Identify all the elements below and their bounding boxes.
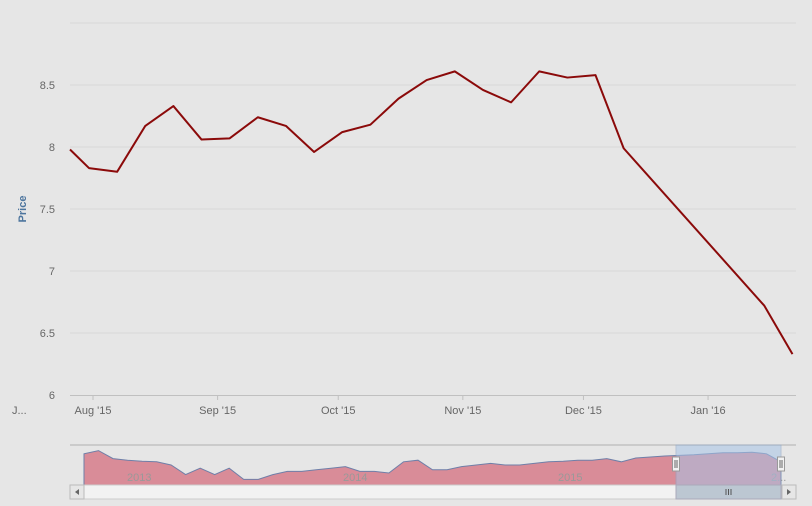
navigator-handle[interactable] xyxy=(777,456,785,472)
grip-icon xyxy=(725,489,732,495)
x-tick-label: Dec '15 xyxy=(565,405,602,417)
price-series xyxy=(69,70,794,355)
y-axis: 6 6.5 7 7.5 8 8.5 xyxy=(40,80,55,402)
scrollbar[interactable] xyxy=(69,484,797,500)
y-tick-label: 8.5 xyxy=(40,80,55,92)
arrow-left-icon xyxy=(75,489,79,495)
navigator-year-label: 2013 xyxy=(127,472,151,484)
y-axis-title: Price xyxy=(17,196,29,223)
grid-lines xyxy=(70,22,796,334)
x-overflow-label: J... xyxy=(12,405,27,417)
navigator-selection[interactable] xyxy=(675,444,782,486)
x-tick-label: Sep '15 xyxy=(199,405,236,417)
x-axis: Aug '15 Sep '15 Oct '15 Nov '15 Dec '15 Jan '… xyxy=(70,395,796,417)
x-tick-label: Aug '15 xyxy=(75,405,112,417)
price-line xyxy=(69,70,794,355)
handle-grip-icon xyxy=(779,460,783,468)
arrow-right-icon xyxy=(787,489,791,495)
x-tick-label: Nov '15 xyxy=(444,405,481,417)
navigator-year-label: 2014 xyxy=(343,472,367,484)
x-tick-label: Oct '15 xyxy=(321,405,356,417)
y-tick-label: 6 xyxy=(49,390,55,402)
navigator[interactable]: 2013201420152... xyxy=(70,444,796,486)
navigator-handle[interactable] xyxy=(672,456,680,472)
handle-grip-icon xyxy=(674,460,678,468)
y-tick-label: 7.5 xyxy=(40,204,55,216)
x-tick-label: Jan '16 xyxy=(690,405,725,417)
y-tick-label: 6.5 xyxy=(40,328,55,340)
y-tick-label: 7 xyxy=(49,266,55,278)
y-tick-label: 8 xyxy=(49,142,55,154)
navigator-year-label: 2015 xyxy=(558,472,582,484)
